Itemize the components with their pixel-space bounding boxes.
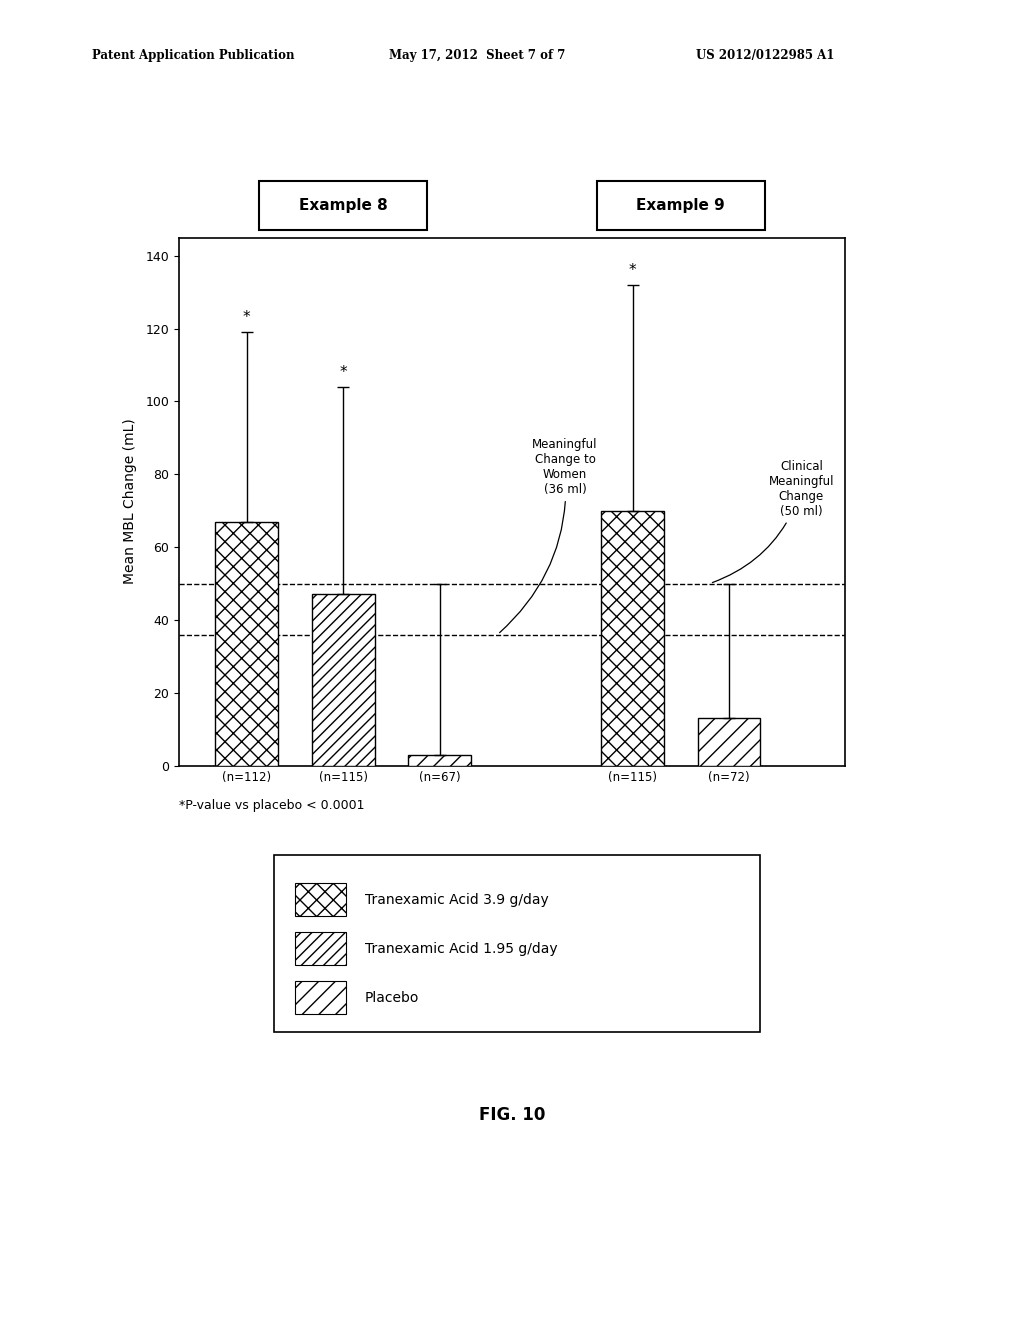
Bar <box>601 511 664 766</box>
Y-axis label: Mean MBL Change (mL): Mean MBL Change (mL) <box>123 418 137 585</box>
Text: Tranexamic Acid 3.9 g/day: Tranexamic Acid 3.9 g/day <box>365 892 548 907</box>
Text: *P-value vs placebo < 0.0001: *P-value vs placebo < 0.0001 <box>179 799 365 812</box>
Text: *: * <box>339 364 347 380</box>
Text: Placebo: Placebo <box>365 991 419 1005</box>
Text: Patent Application Publication: Patent Application Publication <box>92 49 295 62</box>
Text: Example 8: Example 8 <box>299 198 387 213</box>
Text: *: * <box>629 263 636 277</box>
Text: US 2012/0122985 A1: US 2012/0122985 A1 <box>696 49 835 62</box>
Text: FIG. 10: FIG. 10 <box>479 1106 545 1125</box>
Bar <box>409 755 471 766</box>
Text: Clinical
Meaningful
Change
(50 ml): Clinical Meaningful Change (50 ml) <box>713 459 835 582</box>
Text: May 17, 2012  Sheet 7 of 7: May 17, 2012 Sheet 7 of 7 <box>389 49 565 62</box>
Bar <box>312 594 375 766</box>
Text: *: * <box>243 310 251 325</box>
Bar <box>215 521 279 766</box>
Text: Meaningful
Change to
Women
(36 ml): Meaningful Change to Women (36 ml) <box>500 438 598 632</box>
Text: Example 9: Example 9 <box>637 198 725 213</box>
Text: Tranexamic Acid 1.95 g/day: Tranexamic Acid 1.95 g/day <box>365 941 557 956</box>
Bar <box>697 718 761 766</box>
